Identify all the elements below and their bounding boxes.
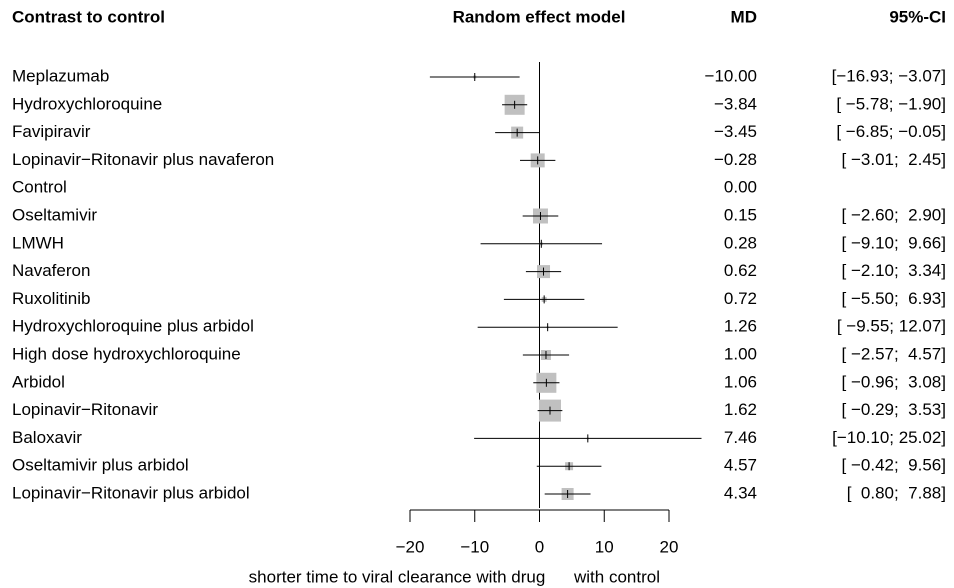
md-label: 4.57 — [724, 456, 757, 475]
ci-label: [−10.10; 25.02] — [832, 428, 946, 447]
md-label: 4.34 — [724, 483, 757, 502]
x-tick-label: −20 — [396, 537, 425, 556]
ci-label: [ −2.10; 3.34] — [842, 261, 946, 280]
md-label: −0.28 — [714, 150, 757, 169]
ci-label: [ −0.29; 3.53] — [842, 400, 946, 419]
row-label: Navaferon — [12, 261, 90, 280]
row-label: Meplazumab — [12, 66, 109, 85]
row-label: Baloxavir — [12, 428, 82, 447]
md-label: 1.26 — [724, 317, 757, 336]
md-label: −3.45 — [714, 122, 757, 141]
row-label: Oseltamivir — [12, 205, 97, 224]
row-label: Lopinavir−Ritonavir plus arbidol — [12, 483, 250, 502]
md-label: 1.00 — [724, 344, 757, 363]
md-label: 0.72 — [724, 289, 757, 308]
md-label: 1.06 — [724, 372, 757, 391]
row-label: Control — [12, 178, 67, 197]
x-label: shorter time to viral clearance with dru… — [249, 567, 546, 586]
row-label: Lopinavir−Ritonavir — [12, 400, 158, 419]
row-label: Hydroxychloroquine plus arbidol — [12, 317, 254, 336]
row-label: Arbidol — [12, 372, 65, 391]
ci-label: [ −6.85; −0.05] — [836, 122, 946, 141]
ci-label: [ −3.01; 2.45] — [842, 150, 946, 169]
ci-label: [ −5.50; 6.93] — [842, 289, 946, 308]
md-label: −10.00 — [705, 66, 757, 85]
ci-label: [ −2.57; 4.57] — [842, 344, 946, 363]
row-label: High dose hydroxychloroquine — [12, 344, 241, 363]
ci-label: [ −2.60; 2.90] — [842, 205, 946, 224]
ci-label: [ −9.10; 9.66] — [842, 233, 946, 252]
md-label: 0.15 — [724, 205, 757, 224]
md-label: −3.84 — [714, 94, 757, 113]
md-label: 0.00 — [724, 178, 757, 197]
header: MD — [731, 7, 757, 26]
md-label: 1.62 — [724, 400, 757, 419]
header: Contrast to control — [12, 7, 165, 26]
x-label: with control — [573, 567, 660, 586]
row-label: Ruxolitinib — [12, 289, 90, 308]
ci-label: [−16.93; −3.07] — [832, 66, 946, 85]
ci-label: [ −9.55; 12.07] — [837, 317, 946, 336]
x-tick-label: 10 — [595, 537, 614, 556]
row-label: Lopinavir−Ritonavir plus navaferon — [12, 150, 274, 169]
ci-label: [ −5.78; −1.90] — [836, 94, 946, 113]
header: Random effect model — [453, 7, 626, 26]
row-label: Hydroxychloroquine — [12, 94, 162, 113]
row-label: Oseltamivir plus arbidol — [12, 456, 189, 475]
x-tick-label: 0 — [535, 537, 544, 556]
ci-label: [ −0.42; 9.56] — [842, 456, 946, 475]
md-label: 0.62 — [724, 261, 757, 280]
ci-label: [ −0.96; 3.08] — [842, 372, 946, 391]
header: 95%-CI — [889, 7, 946, 26]
md-label: 0.28 — [724, 233, 757, 252]
md-label: 7.46 — [724, 428, 757, 447]
x-tick-label: 20 — [660, 537, 679, 556]
row-label: LMWH — [12, 233, 64, 252]
ci-label: [ 0.80; 7.88] — [847, 483, 946, 502]
x-tick-label: −10 — [460, 537, 489, 556]
row-label: Favipiravir — [12, 122, 91, 141]
